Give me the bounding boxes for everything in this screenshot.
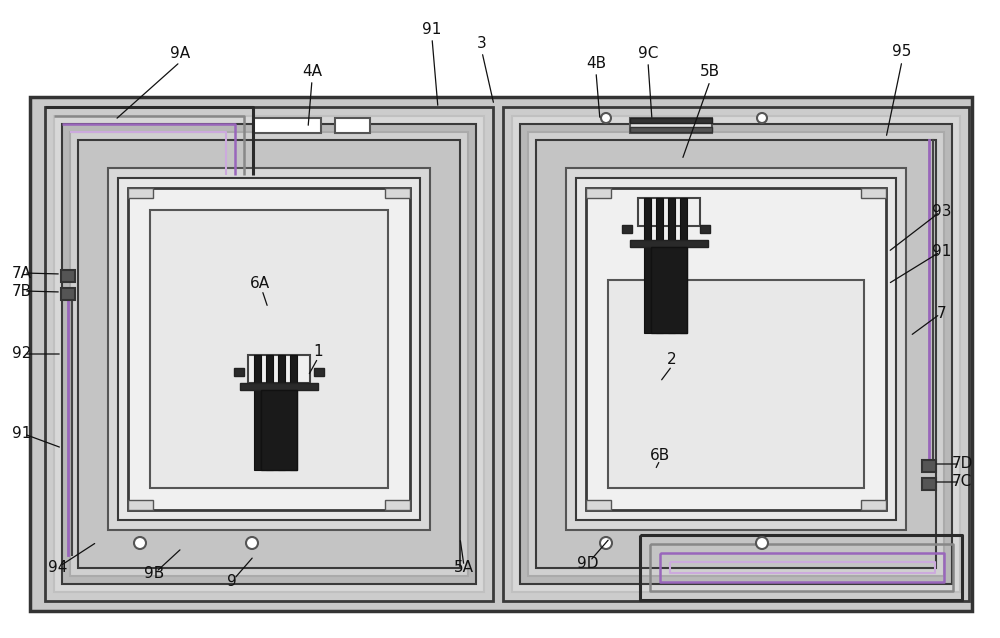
- Text: 9C: 9C: [638, 45, 658, 61]
- Text: 4B: 4B: [586, 56, 606, 71]
- Circle shape: [601, 113, 611, 123]
- Bar: [254, 355, 261, 470]
- Text: 5B: 5B: [700, 64, 720, 80]
- Bar: [512, 116, 960, 592]
- Bar: [128, 188, 410, 510]
- Bar: [62, 124, 476, 584]
- Text: 9B: 9B: [144, 567, 164, 581]
- Bar: [922, 478, 936, 490]
- Bar: [586, 188, 886, 510]
- Bar: [248, 355, 310, 383]
- Bar: [630, 127, 712, 132]
- Bar: [536, 140, 936, 568]
- Bar: [234, 368, 244, 376]
- Circle shape: [600, 537, 612, 549]
- Bar: [922, 460, 936, 472]
- Bar: [128, 500, 153, 510]
- Text: 6B: 6B: [650, 447, 670, 463]
- Bar: [608, 280, 864, 488]
- Bar: [622, 225, 632, 233]
- Text: 7D: 7D: [951, 457, 973, 471]
- Text: 7B: 7B: [12, 283, 32, 299]
- Text: 3: 3: [477, 36, 487, 52]
- Text: 95: 95: [892, 45, 912, 59]
- Text: 9A: 9A: [170, 45, 190, 61]
- Bar: [520, 124, 952, 584]
- Text: 7: 7: [937, 306, 947, 322]
- Bar: [651, 247, 687, 333]
- Bar: [261, 390, 297, 470]
- Text: 1: 1: [313, 345, 323, 359]
- Text: 9: 9: [227, 574, 237, 588]
- Bar: [630, 240, 708, 247]
- Bar: [266, 355, 273, 470]
- Bar: [118, 178, 420, 520]
- Text: 5A: 5A: [454, 561, 474, 575]
- Bar: [278, 355, 285, 470]
- Bar: [680, 198, 687, 333]
- Bar: [528, 132, 944, 576]
- Bar: [630, 118, 712, 123]
- Circle shape: [756, 537, 768, 549]
- Bar: [385, 188, 410, 198]
- Bar: [108, 168, 430, 530]
- Text: 93: 93: [932, 205, 952, 219]
- Text: 91: 91: [422, 22, 442, 38]
- Bar: [586, 188, 611, 198]
- Bar: [385, 500, 410, 510]
- Bar: [335, 118, 370, 133]
- Bar: [566, 168, 906, 530]
- Bar: [861, 188, 886, 198]
- Circle shape: [134, 537, 146, 549]
- Bar: [630, 118, 712, 133]
- Bar: [240, 383, 318, 390]
- Bar: [253, 118, 321, 133]
- Circle shape: [246, 537, 258, 549]
- Text: 7A: 7A: [12, 265, 32, 281]
- Bar: [128, 188, 153, 198]
- Text: 2: 2: [667, 353, 677, 367]
- Bar: [656, 198, 663, 333]
- Text: 9D: 9D: [577, 556, 599, 570]
- Bar: [78, 140, 460, 568]
- Text: 7C: 7C: [952, 475, 972, 489]
- Bar: [61, 270, 75, 282]
- Text: 94: 94: [48, 561, 68, 575]
- Bar: [586, 500, 611, 510]
- Bar: [30, 97, 972, 611]
- Bar: [861, 500, 886, 510]
- Text: 91: 91: [12, 426, 32, 441]
- Text: 91: 91: [932, 244, 952, 260]
- Bar: [700, 225, 710, 233]
- Text: 6A: 6A: [250, 276, 270, 292]
- Bar: [576, 178, 896, 520]
- Bar: [61, 288, 75, 300]
- Bar: [644, 198, 651, 333]
- Bar: [638, 198, 700, 226]
- Bar: [150, 210, 388, 488]
- Bar: [290, 355, 297, 470]
- Bar: [503, 107, 969, 601]
- Bar: [70, 132, 468, 576]
- Bar: [45, 107, 493, 601]
- Bar: [668, 198, 675, 333]
- Text: 92: 92: [12, 346, 32, 362]
- Text: 4A: 4A: [302, 64, 322, 80]
- Bar: [54, 116, 484, 592]
- Circle shape: [757, 113, 767, 123]
- Bar: [314, 368, 324, 376]
